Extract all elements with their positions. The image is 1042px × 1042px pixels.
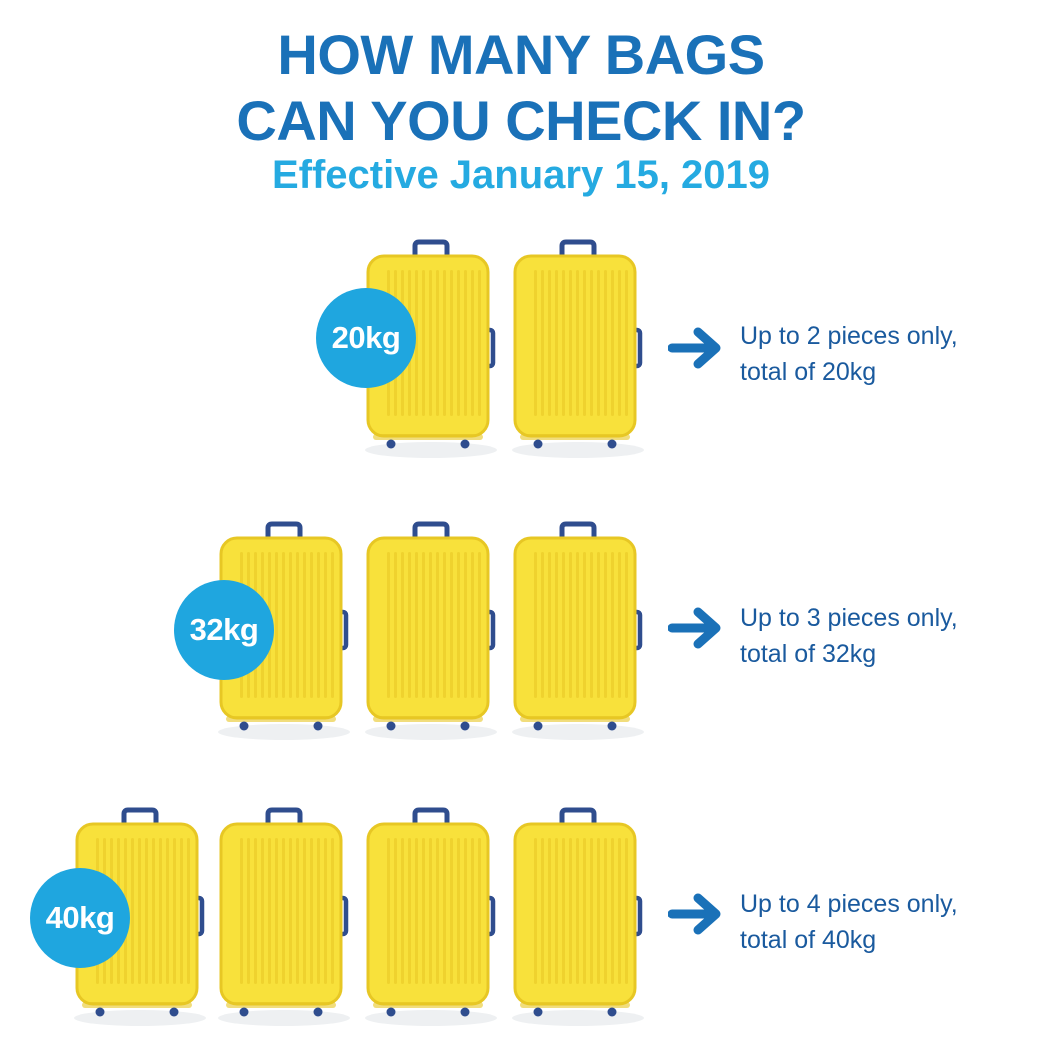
tier-row-40kg: 40kg Up to 4 pieces only, total of 40kg xyxy=(0,806,1042,1036)
arrow-right-icon xyxy=(668,327,721,369)
suitcase-icon xyxy=(365,520,505,742)
tier-row-32kg: 32kg Up to 3 pieces only, total of 32kg xyxy=(0,520,1042,750)
tier-description-line-2: total of 40kg xyxy=(740,926,877,954)
tier-description-line-1: Up to 2 pieces only, xyxy=(740,322,958,350)
subtitle: Effective January 15, 2019 xyxy=(271,153,771,197)
tier-description-line-2: total of 20kg xyxy=(740,358,877,386)
tier-description: Up to 2 pieces only, total of 20kg xyxy=(740,318,958,390)
weight-badge: 20kg xyxy=(316,288,416,388)
tier-description-line-1: Up to 4 pieces only, xyxy=(740,890,958,918)
tier-description: Up to 3 pieces only, total of 32kg xyxy=(740,600,958,672)
suitcase-icon xyxy=(512,520,652,742)
tier-row-20kg: 20kg Up to 2 pieces only, total of 20kg xyxy=(0,238,1042,468)
suitcase-icon xyxy=(512,806,652,1028)
title-line-2: CAN YOU CHECK IN? xyxy=(236,89,806,152)
arrow-right-icon xyxy=(668,893,721,935)
suitcase-icon xyxy=(218,806,358,1028)
tier-description: Up to 4 pieces only, total of 40kg xyxy=(740,886,958,958)
weight-badge: 32kg xyxy=(174,580,274,680)
title-line-1: HOW MANY BAGS xyxy=(277,23,765,86)
suitcase-icon xyxy=(365,806,505,1028)
suitcase-icon xyxy=(512,238,652,460)
weight-badge: 40kg xyxy=(30,868,130,968)
tier-description-line-2: total of 32kg xyxy=(740,640,877,668)
tier-description-line-1: Up to 3 pieces only, xyxy=(740,604,958,632)
arrow-right-icon xyxy=(668,607,721,649)
